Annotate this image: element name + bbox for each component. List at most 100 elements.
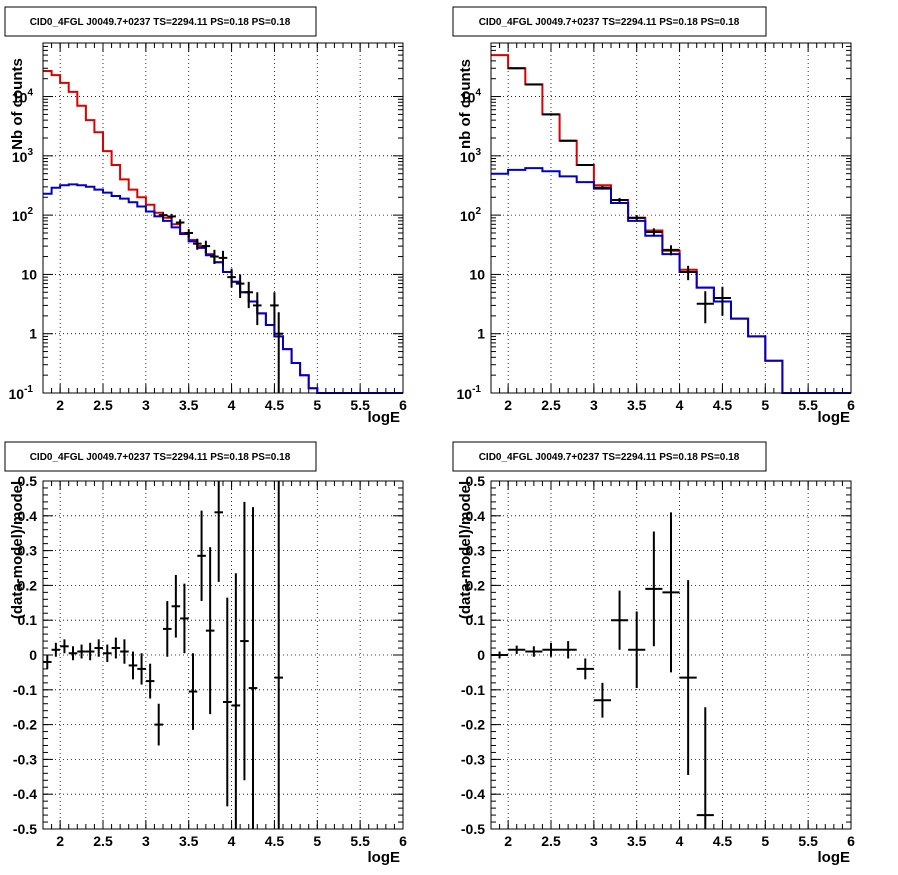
x-tick-label: 4 xyxy=(228,833,236,849)
data-point xyxy=(227,268,236,288)
x-tick-label: 2 xyxy=(504,833,512,849)
y-tick-label: 0.2 xyxy=(466,577,486,593)
y-tick-label: -0.3 xyxy=(461,751,485,767)
y-tick-label: 102 xyxy=(12,206,34,224)
residual-point xyxy=(508,645,526,654)
pad-title-box xyxy=(452,441,767,472)
pad-title: CID0_4FGL J0049.7+0237 TS=2294.11 PS=0.1… xyxy=(479,17,740,28)
residual-point xyxy=(60,639,69,654)
y-tick-label: 103 xyxy=(460,147,482,165)
plot-frame xyxy=(490,42,852,394)
residual-point xyxy=(542,642,560,657)
y-tick-label: 0 xyxy=(477,647,485,663)
y-axis-title: (data-model)/model xyxy=(9,481,26,619)
x-tick-label: 5 xyxy=(761,397,769,413)
y-tick-label: -0.5 xyxy=(461,821,485,837)
x-tick-label: 4 xyxy=(676,833,684,849)
x-tick-label: 5.5 xyxy=(350,397,370,413)
y-tick-label: 0.5 xyxy=(466,473,486,489)
x-tick-label: 3.5 xyxy=(179,397,199,413)
data-point xyxy=(542,113,560,116)
y-tick-label: -0.1 xyxy=(13,682,37,698)
x-axis-title: logE xyxy=(368,409,401,426)
data-point xyxy=(611,197,629,203)
plot-area: 2 2.5 3 3.5 4 4.5 5 5.5 6 -0.5 -0.4 -0.3 -0.2 -0.1 0 0.… xyxy=(13,473,407,849)
x-axis-title: logE xyxy=(818,409,851,426)
plot-background xyxy=(491,43,851,393)
x-tick-label: 3.5 xyxy=(179,833,199,849)
y-tick-label: 0.4 xyxy=(18,508,38,524)
x-tick-label: 3 xyxy=(590,833,598,849)
x-tick-label: 6 xyxy=(399,833,407,849)
plot-area: 2 2.5 3 3.5 4 4.5 5 5.5 6 -0.5 -0.4 -0.3 -0.2 -0.1 0 0.… xyxy=(461,473,855,849)
x-tick-label: 2 xyxy=(56,397,64,413)
x-tick-label: 2.5 xyxy=(541,833,561,849)
residual-point xyxy=(205,547,215,715)
residual-point xyxy=(223,597,232,807)
plot-area: 2 2.5 3 3.5 4 4.5 5 5.5 6 10-1 1 10 102 103 104 xyxy=(457,42,855,413)
x-tick-label: 2 xyxy=(504,397,512,413)
data-point xyxy=(274,312,283,393)
residual-point xyxy=(43,655,52,669)
y-tick-label: 0.4 xyxy=(466,508,486,524)
residual-point xyxy=(68,646,78,661)
x-tick-label: 5.5 xyxy=(798,833,818,849)
y-tick-label: 1 xyxy=(477,326,485,342)
x-tick-label: 2.5 xyxy=(93,833,113,849)
pad-title-box xyxy=(4,441,317,472)
residual-point xyxy=(163,601,172,657)
residual-point xyxy=(525,646,543,657)
data-point xyxy=(508,67,526,70)
residual-point xyxy=(214,481,223,582)
y-tick-label: 104 xyxy=(12,88,34,106)
data-point xyxy=(167,213,176,220)
plot-frame xyxy=(42,42,404,394)
data-point xyxy=(210,249,219,264)
y-tick-label: 10 xyxy=(469,266,485,282)
residual-point xyxy=(137,653,146,685)
y-tick-label: 102 xyxy=(460,206,482,224)
residual-point xyxy=(231,573,241,829)
residual-point xyxy=(120,639,129,664)
residual-point xyxy=(180,583,189,654)
y-tick-label: -0.1 xyxy=(461,682,485,698)
residual-point xyxy=(85,642,95,661)
x-tick-label: 4.5 xyxy=(265,833,285,849)
y-tick-label: 10 xyxy=(21,266,37,282)
residual-point xyxy=(628,611,646,689)
y-axis-title: (data-model)/model xyxy=(457,481,474,619)
x-tick-label: 2 xyxy=(56,833,64,849)
residual-point xyxy=(593,682,611,718)
y-tick-label: 0.5 xyxy=(18,473,38,489)
data-point xyxy=(679,265,697,281)
residual-point xyxy=(171,574,181,638)
x-axis-title: logE xyxy=(368,849,401,866)
y-tick-label: 103 xyxy=(12,147,34,165)
y-tick-label: -0.5 xyxy=(13,821,37,837)
data-point xyxy=(696,291,714,324)
x-tick-label: 4.5 xyxy=(713,397,733,413)
residual-point xyxy=(662,512,680,673)
y-axis-title: nb of counts xyxy=(457,59,474,149)
data-point xyxy=(218,250,228,266)
pad-title: CID0_4FGL J0049.7+0237 TS=2294.11 PS=0.1… xyxy=(479,452,740,463)
x-tick-label: 5 xyxy=(313,833,321,849)
residual-point xyxy=(103,644,112,662)
data-point xyxy=(713,286,731,316)
data-point xyxy=(158,212,168,218)
residual-point xyxy=(645,531,663,647)
x-tick-label: 5 xyxy=(313,397,321,413)
x-axis-title: logE xyxy=(818,849,851,866)
y-tick-label: -0.4 xyxy=(13,786,37,802)
x-tick-label: 3 xyxy=(142,397,150,413)
y-tick-label: 0.1 xyxy=(466,612,486,628)
data-point xyxy=(193,238,202,250)
data-point xyxy=(235,274,245,299)
x-tick-label: 6 xyxy=(399,397,407,413)
counts-pad-right: 2 2.5 3 3.5 4 4.5 5 5.5 6 10-1 1 10 102 103 104 CID0_4… xyxy=(452,6,855,426)
x-tick-label: 2.5 xyxy=(93,397,113,413)
residual-point xyxy=(559,641,577,659)
x-tick-label: 4.5 xyxy=(713,833,733,849)
data-point xyxy=(593,185,611,190)
